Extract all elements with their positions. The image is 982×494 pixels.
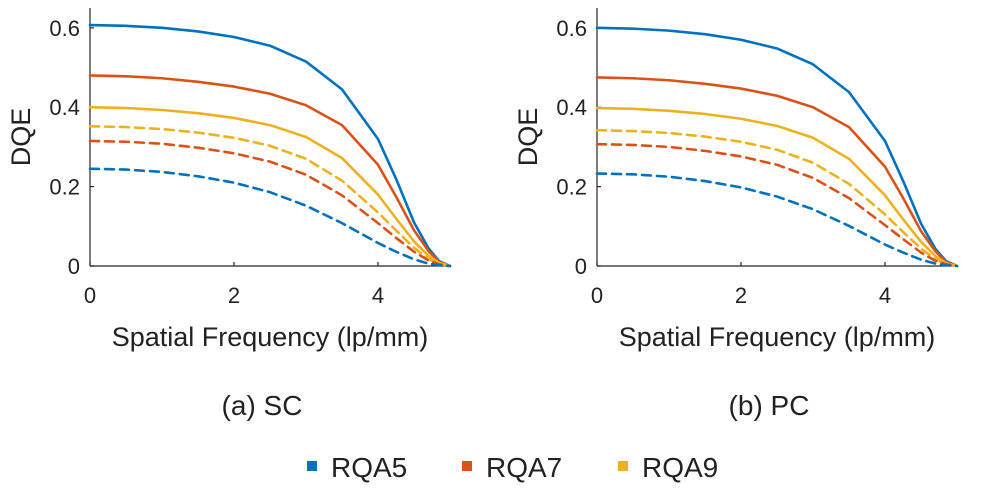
series-line-rqa7-solid xyxy=(88,74,452,268)
series-line-rqa5-solid xyxy=(88,23,452,268)
series-line-rqa9-dashed xyxy=(88,124,452,268)
series-line-rqa5-dashed xyxy=(595,172,959,268)
legend-label-rqa7: RQA7 xyxy=(486,452,562,483)
y-tick-label: 0.2 xyxy=(49,175,80,200)
y-tick-label: 0.4 xyxy=(556,95,587,120)
series-line-rqa7-dashed xyxy=(88,139,452,268)
legend: RQA5 RQA7 RQA9 xyxy=(307,452,718,483)
y-tick-label: 0 xyxy=(68,254,80,279)
x-axis-label: Spatial Frequency (lp/mm) xyxy=(112,322,429,352)
legend-label-rqa9: RQA9 xyxy=(642,452,718,483)
panel-sc: 0 0.2 0.4 0.6 0 2 4 Spatial Frequency (lp/mm) DQ… xyxy=(6,8,452,421)
x-tick-label: 4 xyxy=(879,283,891,308)
x-tick-label: 2 xyxy=(735,283,747,308)
series-line-rqa9-solid xyxy=(88,105,452,268)
y-tick-label: 0.6 xyxy=(49,16,80,41)
legend-swatch-rqa5 xyxy=(307,461,317,471)
series-line-rqa5-solid xyxy=(595,26,959,268)
x-axis-label: Spatial Frequency (lp/mm) xyxy=(619,322,936,352)
series-line-rqa7-dashed xyxy=(595,142,959,268)
legend-swatch-rqa7 xyxy=(462,461,472,471)
legend-swatch-rqa9 xyxy=(618,461,628,471)
series-line-rqa9-solid xyxy=(595,106,959,268)
y-tick-label: 0.6 xyxy=(556,16,587,41)
y-axis-label: DQE xyxy=(513,108,543,167)
series-line-rqa5-dashed xyxy=(88,167,452,268)
panel-caption: (b) PC xyxy=(729,390,810,421)
y-tick-label: 0 xyxy=(575,254,587,279)
series-line-rqa7-solid xyxy=(595,76,959,268)
x-tick-label: 2 xyxy=(228,283,240,308)
legend-label-rqa5: RQA5 xyxy=(331,452,407,483)
y-tick-label: 0.2 xyxy=(556,175,587,200)
y-axis-label: DQE xyxy=(6,108,36,167)
series-line-rqa9-dashed xyxy=(595,128,959,268)
x-tick-label: 0 xyxy=(84,283,96,308)
x-tick-label: 0 xyxy=(591,283,603,308)
x-tick-label: 4 xyxy=(372,283,384,308)
y-tick-label: 0.4 xyxy=(49,95,80,120)
panel-pc: 0 0.2 0.4 0.6 0 2 4 Spatial Frequency (lp/mm) DQ… xyxy=(513,8,959,421)
panel-caption: (a) SC xyxy=(222,390,303,421)
